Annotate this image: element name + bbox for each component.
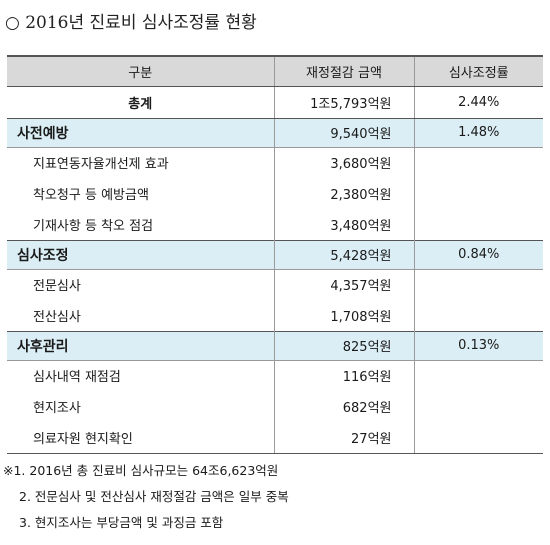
table-row: 전산심사 1,708억원 xyxy=(7,300,543,331)
total-rate: 2.44% xyxy=(413,86,543,119)
item-rate xyxy=(413,360,543,391)
footnote: 3. 현지조사는 부당금액 및 과징금 포함 xyxy=(19,515,224,530)
item-rate xyxy=(413,391,543,422)
header-savings: 재정절감 금액 xyxy=(273,55,414,87)
item-label: 현지조사 xyxy=(33,401,81,416)
item-label: 착오청구 등 예방금액 xyxy=(33,188,149,203)
header-rate: 심사조정률 xyxy=(413,55,543,87)
item-rate xyxy=(413,147,543,178)
group-rate: 1.48% xyxy=(413,117,543,148)
group-label: 사후관리 xyxy=(7,330,274,361)
footnote: 2. 전문심사 및 전산심사 재정절감 금액은 일부 중복 xyxy=(19,489,289,504)
item-rate xyxy=(413,269,543,300)
group-amount: 9,540억원 xyxy=(273,117,414,148)
group-rate: 0.13% xyxy=(413,330,543,361)
table-row: 지표연동자율개선제 효과 3,680억원 xyxy=(7,147,543,178)
group-row-prevention: 사전예방 9,540억원 1.48% xyxy=(7,117,543,148)
item-label: 전문심사 xyxy=(33,279,81,295)
item-label: 전산심사 xyxy=(33,309,81,325)
screening-adjustment-table: 구분 재정절감 금액 심사조정률 총계 1조5,793억원 2.44% 사전예방… xyxy=(7,55,543,454)
group-label: 심사조정 xyxy=(7,239,274,270)
item-amount: 682억원 xyxy=(273,391,414,422)
item-amount: 3,480억원 xyxy=(273,209,414,240)
table-row: 기재사항 등 착오 점검 3,480억원 xyxy=(7,209,543,240)
item-label: 심사내역 재점검 xyxy=(33,370,121,386)
page-title: ○ 2016년 진료비 심사조정률 현황 xyxy=(5,13,257,33)
group-label: 사전예방 xyxy=(7,117,274,148)
item-label: 지표연동자율개선제 효과 xyxy=(33,157,169,173)
item-rate xyxy=(413,422,543,454)
footnotes: ※1. 2016년 총 진료비 심사규모는 64조6,623억원 2. 전문심사… xyxy=(3,458,289,536)
table-row: 의료자원 현지확인 27억원 xyxy=(7,422,543,454)
table-row: 전문심사 4,357억원 xyxy=(7,269,543,300)
total-row: 총계 1조5,793억원 2.44% xyxy=(7,86,543,119)
total-label: 총계 xyxy=(7,86,274,119)
item-amount: 27억원 xyxy=(273,422,414,454)
group-row-post-management: 사후관리 825억원 0.13% xyxy=(7,330,543,361)
footnote: ※1. 2016년 총 진료비 심사규모는 64조6,623억원 xyxy=(3,463,279,478)
item-amount: 116억원 xyxy=(273,360,414,391)
item-rate xyxy=(413,178,543,209)
table-row: 착오청구 등 예방금액 2,380억원 xyxy=(7,178,543,209)
item-amount: 1,708억원 xyxy=(273,300,414,331)
item-label: 의료자원 현지확인 xyxy=(7,422,274,454)
item-rate xyxy=(413,300,543,331)
table-row: 현지조사 682억원 xyxy=(7,391,543,422)
item-label: 기재사항 등 착오 점검 xyxy=(33,218,154,234)
group-amount: 5,428억원 xyxy=(273,239,414,270)
item-amount: 3,680억원 xyxy=(273,147,414,178)
group-rate: 0.84% xyxy=(413,239,543,270)
header-row: 구분 재정절감 금액 심사조정률 xyxy=(7,55,543,87)
item-amount: 2,380억원 xyxy=(273,178,414,209)
header-category: 구분 xyxy=(7,55,274,87)
item-amount: 4,357억원 xyxy=(273,269,414,300)
item-rate xyxy=(413,209,543,240)
group-amount: 825억원 xyxy=(273,330,414,361)
group-row-review: 심사조정 5,428억원 0.84% xyxy=(7,239,543,270)
table-row: 심사내역 재점검 116억원 xyxy=(7,360,543,391)
total-amount: 1조5,793억원 xyxy=(273,86,414,119)
